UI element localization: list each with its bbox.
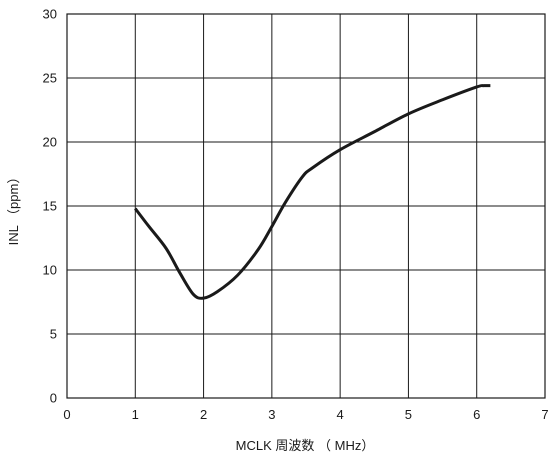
inl-series-line: [134, 84, 491, 300]
x-tick-label: 0: [63, 407, 70, 422]
y-tick-label: 25: [43, 71, 57, 86]
data-series: [134, 84, 491, 300]
x-tick-label: 4: [337, 407, 344, 422]
x-tick-label: 5: [405, 407, 412, 422]
plot-area-frame: [66, 13, 546, 399]
y-tick-label: 30: [43, 7, 57, 22]
y-tick-label: 20: [43, 135, 57, 150]
grid-lines: [67, 14, 545, 398]
y-tick-label: 10: [43, 263, 57, 278]
x-tick-label: 6: [473, 407, 480, 422]
x-tick-label: 3: [268, 407, 275, 422]
y-axis-label: INL （ppm）: [6, 171, 21, 246]
x-tick-label: 2: [200, 407, 207, 422]
x-axis-label: MCLK 周波数 （ MHz）: [236, 438, 375, 453]
tick-labels: 0 1 2 3 4 5 6 7 0 5 10 15 20 25 30: [43, 7, 549, 423]
y-tick-label: 5: [50, 327, 57, 342]
x-tick-label: 1: [132, 407, 139, 422]
y-tick-label: 15: [43, 199, 57, 214]
x-tick-label: 7: [541, 407, 548, 422]
y-tick-label: 0: [50, 391, 57, 406]
